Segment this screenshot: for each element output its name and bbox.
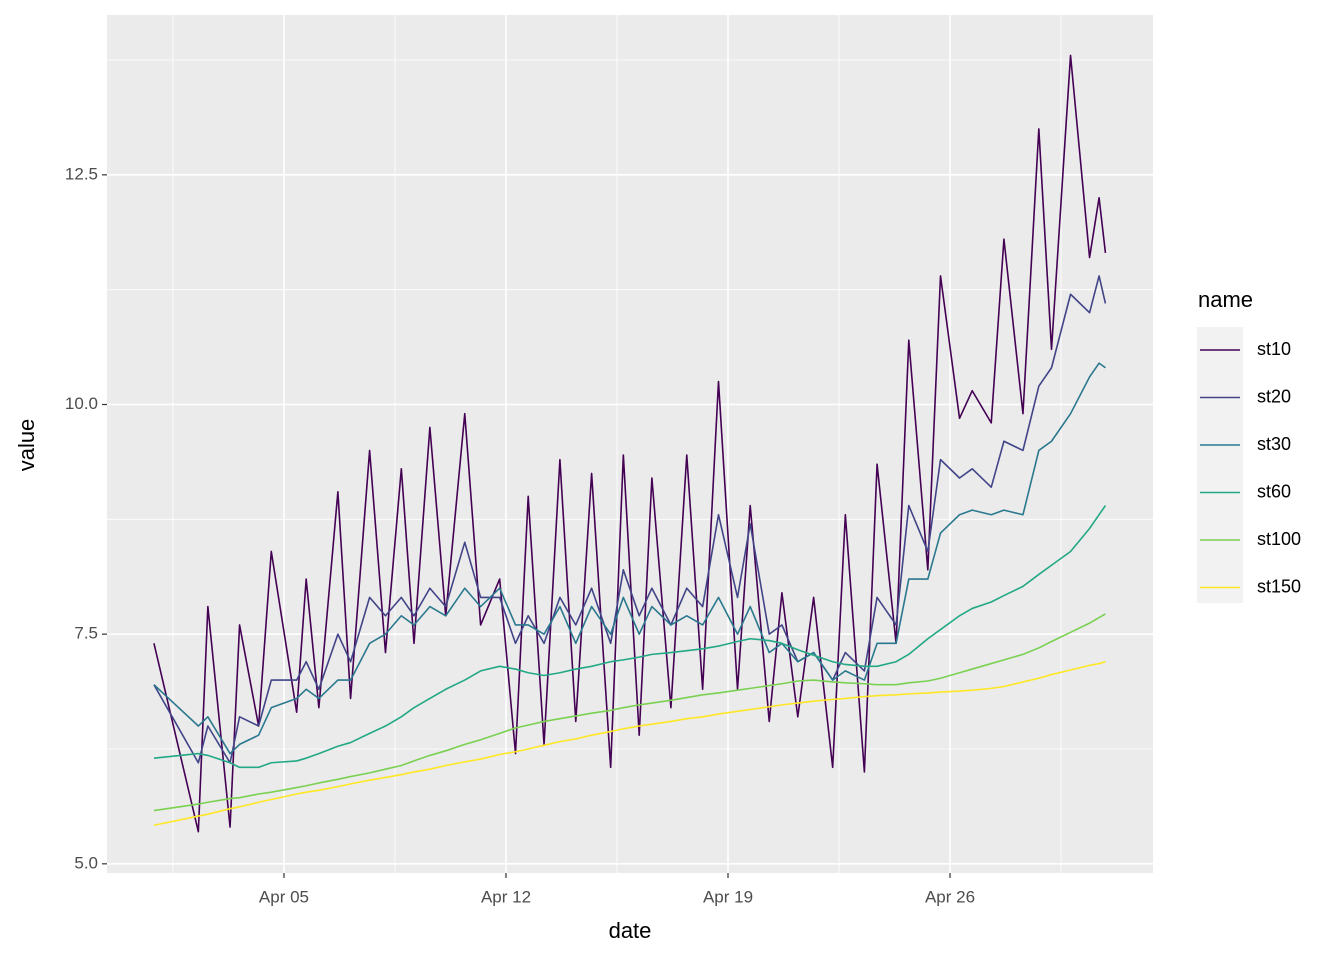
plot-panel bbox=[107, 15, 1153, 873]
x-tick-label: Apr 19 bbox=[703, 887, 753, 906]
legend-label: st60 bbox=[1257, 481, 1291, 501]
series-line bbox=[153, 613, 1106, 812]
legend-label: st150 bbox=[1257, 576, 1301, 596]
legend-label: st30 bbox=[1257, 434, 1291, 454]
series-line bbox=[153, 54, 1107, 833]
series-line bbox=[153, 660, 1106, 827]
legend-key-background bbox=[1197, 327, 1243, 603]
series-line bbox=[153, 505, 1107, 769]
legend-label: st20 bbox=[1257, 386, 1291, 406]
y-tick-label: 5.0 bbox=[74, 853, 98, 872]
y-axis-title: value bbox=[14, 419, 39, 472]
y-tick-label: 7.5 bbox=[74, 624, 98, 643]
legend-title: name bbox=[1198, 287, 1253, 312]
x-tick-label: Apr 12 bbox=[481, 887, 531, 906]
x-tick-label: Apr 26 bbox=[925, 887, 975, 906]
y-tick-label: 12.5 bbox=[65, 164, 98, 183]
x-axis-title: date bbox=[609, 918, 652, 943]
y-tick-label: 10.0 bbox=[65, 394, 98, 413]
legend-label: st10 bbox=[1257, 339, 1291, 359]
x-tick-label: Apr 05 bbox=[259, 887, 309, 906]
series-line bbox=[153, 362, 1106, 755]
legend-label: st100 bbox=[1257, 529, 1301, 549]
series-line bbox=[153, 275, 1107, 764]
